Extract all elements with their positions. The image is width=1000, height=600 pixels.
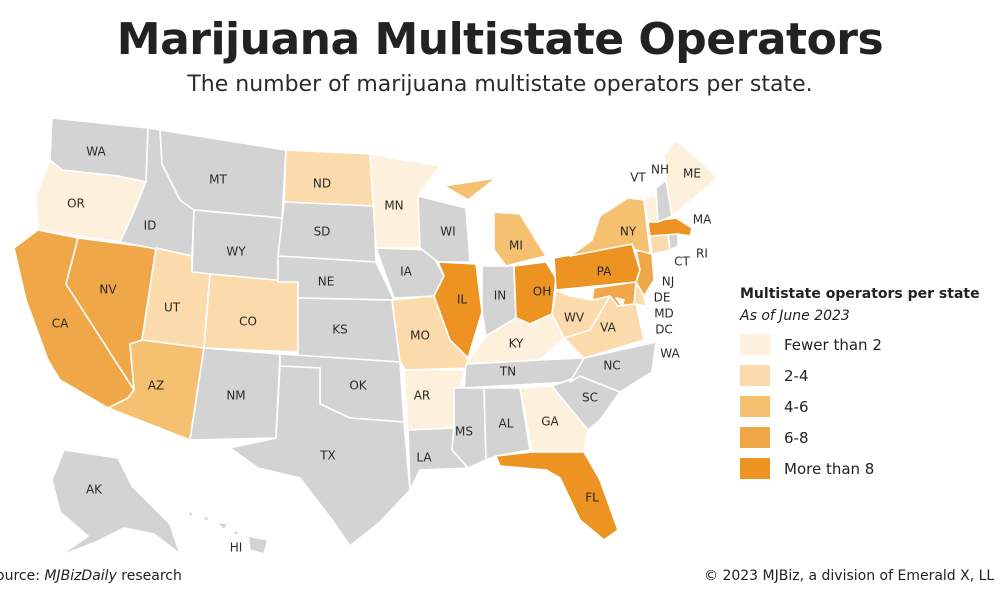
state-label-mt: MT (209, 173, 227, 187)
state-al (483, 387, 531, 461)
state-label-nh: NH (651, 163, 669, 177)
legend-label: More than 8 (784, 459, 875, 478)
state-tx (229, 365, 411, 547)
legend-label: 2-4 (784, 366, 809, 385)
state-ma (647, 217, 693, 237)
state-label-al: AL (499, 417, 514, 431)
state-co (203, 273, 299, 353)
state-label-ga: GA (541, 415, 559, 429)
state-label-ri: RI (696, 247, 708, 261)
state-wi (417, 195, 471, 263)
legend-swatch (740, 458, 770, 479)
state-label-ks: KS (332, 323, 348, 337)
state-ct (649, 233, 671, 255)
state-label-hi: HI (230, 541, 243, 555)
state-label-nc: NC (603, 359, 620, 373)
state-label-nj: NJ (662, 275, 675, 289)
state-label-tn: TN (499, 365, 516, 379)
state-label-az: AZ (148, 379, 164, 393)
map-subtitle: The number of marijuana multistate opera… (187, 72, 813, 97)
state-label-dc: DC (655, 323, 673, 337)
legend-label: Fewer than 2 (784, 335, 882, 354)
map-title: Marijuana Multistate Operators (116, 14, 884, 65)
source-note: ource: MJBizDaily research (0, 568, 182, 584)
state-label-wa: WA (86, 145, 106, 159)
state-dc (615, 297, 625, 307)
state-label-tx: TX (319, 449, 336, 463)
state-label-va: VA (600, 321, 616, 335)
state-label-in: IN (494, 289, 507, 303)
state-md (591, 281, 637, 307)
legend-label: 4-6 (784, 397, 809, 416)
state-label-ms: MS (455, 425, 473, 439)
legend-title: Multistate operators per state (740, 286, 980, 302)
state-label-me: ME (683, 167, 701, 181)
state-label-sc: SC (582, 391, 598, 405)
state-label-fl: FL (585, 491, 599, 505)
state-label-wi: WI (440, 225, 455, 239)
legend-swatch (740, 365, 770, 386)
state-label-ok: OK (349, 379, 367, 393)
state-label-mn: MN (384, 199, 403, 213)
source-prefix: ource: (0, 568, 45, 584)
us-choropleth-map: WA OR CA NV ID MT WY UT CO AZ NM ND SD N… (13, 117, 719, 557)
state-label-il: IL (457, 293, 468, 307)
state-label-mo: MO (410, 329, 430, 343)
state-label-wy: WY (226, 245, 246, 259)
legend-item: 2-4 (740, 365, 1000, 386)
state-label-ca: CA (52, 317, 69, 331)
legend-subtitle: As of June 2023 (740, 308, 850, 324)
state-label-nd: ND (313, 177, 331, 191)
copyright-note: © 2023 MJBiz, a division of Emerald X, L… (704, 568, 995, 584)
state-label-ky: KY (509, 337, 524, 351)
state-label-vt: VT (630, 171, 646, 185)
state-label-nv: NV (99, 283, 117, 297)
state-fl (495, 451, 619, 541)
legend-swatch (740, 427, 770, 448)
state-label-wv: WV (564, 311, 585, 325)
state-label-la: LA (416, 451, 432, 465)
state-label-ma: MA (693, 213, 712, 227)
state-ga (519, 385, 589, 453)
source-suffix: research (116, 568, 182, 584)
state-label-ct: CT (674, 255, 690, 269)
state-ak (51, 449, 181, 557)
state-label-mi: MI (509, 239, 523, 253)
state-il (433, 261, 483, 359)
legend-item: More than 8 (740, 458, 1000, 479)
legend-item: 6-8 (740, 427, 1000, 448)
state-label-ne: NE (318, 275, 335, 289)
state-label-ny: NY (620, 225, 637, 239)
state-label-or: OR (67, 197, 85, 211)
state-label-ia: IA (400, 265, 413, 279)
legend: Multistate operators per state As of Jun… (740, 286, 1000, 479)
state-hi (187, 509, 269, 555)
legend-label: 6-8 (784, 428, 809, 447)
legend-swatch (740, 396, 770, 417)
state-label-oh: OH (533, 285, 551, 299)
legend-swatch (740, 334, 770, 355)
state-label-ut: UT (164, 301, 181, 315)
state-label-wa-extra: WA (660, 347, 680, 361)
state-ri (667, 233, 679, 251)
state-mi (443, 177, 547, 267)
state-label-id: ID (144, 219, 157, 233)
state-ks (297, 297, 401, 363)
state-label-pa: PA (597, 265, 612, 279)
source-publication: MJBizDaily (44, 568, 117, 584)
state-me (663, 139, 719, 217)
legend-item: 4-6 (740, 396, 1000, 417)
state-label-ak: AK (86, 483, 103, 497)
state-label-md: MD (654, 307, 674, 321)
state-label-nm: NM (226, 389, 245, 403)
state-label-co: CO (239, 315, 257, 329)
state-label-de: DE (654, 291, 671, 305)
legend-item: Fewer than 2 (740, 334, 1000, 355)
state-label-sd: SD (314, 225, 331, 239)
state-label-ar: AR (414, 389, 431, 403)
